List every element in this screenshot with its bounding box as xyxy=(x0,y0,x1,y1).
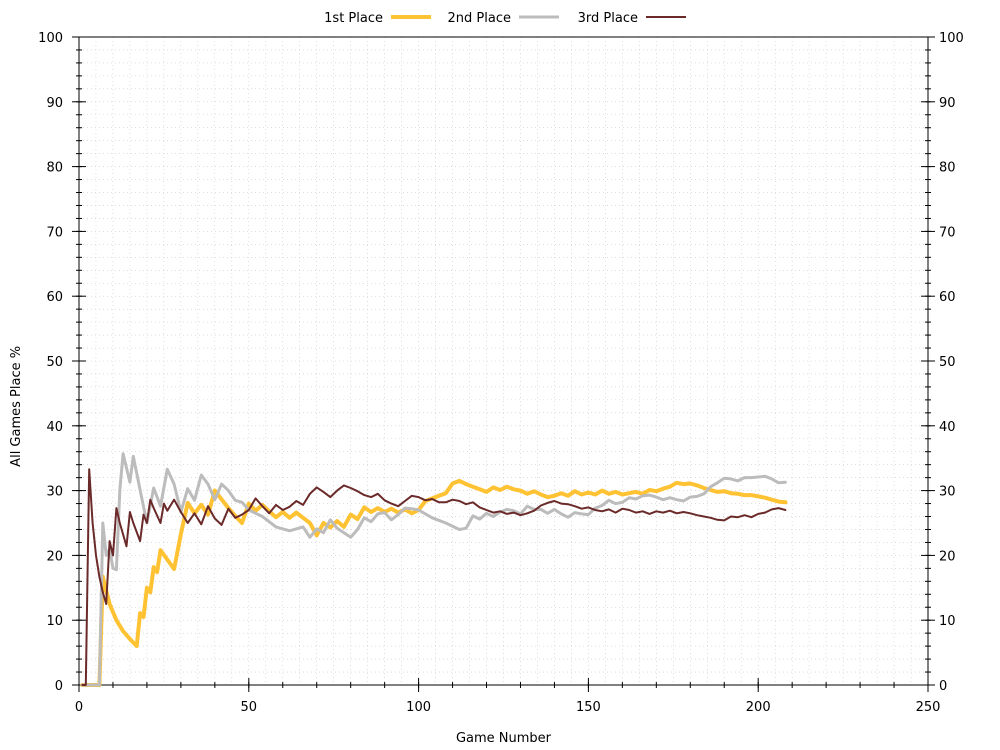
y-tick-label-right: 100 xyxy=(939,31,964,46)
x-tick-label: 100 xyxy=(406,700,431,715)
y-tick-label-right: 70 xyxy=(939,225,956,240)
series-line-1 xyxy=(80,478,788,687)
y-tick-label: 10 xyxy=(46,614,63,629)
x-tick-label: 200 xyxy=(746,700,771,715)
y-tick-label-right: 50 xyxy=(939,355,956,370)
y-tick-label: 80 xyxy=(46,161,63,176)
y-tick-label: 70 xyxy=(46,225,63,240)
x-axis-title: Game Number xyxy=(456,731,552,746)
y-tick-label-right: 30 xyxy=(939,485,956,500)
series-lines xyxy=(80,452,788,687)
y-tick-label-right: 60 xyxy=(939,290,956,305)
x-tick-label: 50 xyxy=(241,700,258,715)
y-tick-label: 30 xyxy=(46,485,63,500)
y-tick-label: 90 xyxy=(46,96,63,111)
grid xyxy=(79,37,928,685)
legend-label-3: 3rd Place xyxy=(578,11,638,26)
y-tick-label-right: 90 xyxy=(939,96,956,111)
legend-label-1: 1st Place xyxy=(324,11,383,26)
y-tick-label: 50 xyxy=(46,355,63,370)
y-axis-title: All Games Place % xyxy=(9,346,24,467)
x-tick-label: 0 xyxy=(75,700,83,715)
y-tick-label: 0 xyxy=(55,679,63,694)
series-line-2 xyxy=(80,452,787,687)
y-tick-label-right: 0 xyxy=(939,679,947,694)
legend: 1st Place 2nd Place 3rd Place xyxy=(324,11,686,26)
y-tick-label-right: 40 xyxy=(939,420,956,435)
x-tick-label: 150 xyxy=(576,700,601,715)
y-tick-label-right: 20 xyxy=(939,549,956,564)
series-line-3 xyxy=(81,468,787,686)
y-tick-label-right: 10 xyxy=(939,614,956,629)
x-tick-label: 250 xyxy=(916,700,941,715)
legend-label-2: 2nd Place xyxy=(448,11,511,26)
y-tick-label: 60 xyxy=(46,290,63,305)
plot-frame xyxy=(78,36,929,686)
y-tick-label: 20 xyxy=(46,549,63,564)
y-tick-label-right: 80 xyxy=(939,161,956,176)
y-tick-label: 100 xyxy=(38,31,63,46)
y-tick-label: 40 xyxy=(46,420,63,435)
